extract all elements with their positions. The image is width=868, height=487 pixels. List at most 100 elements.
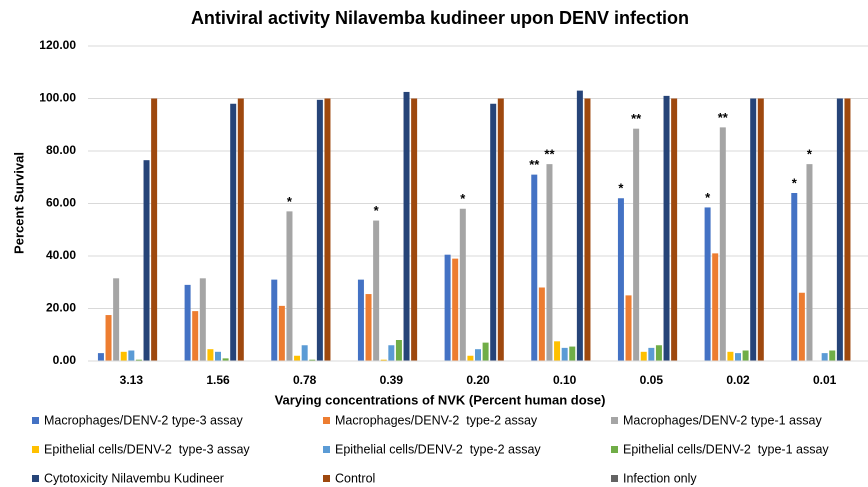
bar — [742, 350, 749, 361]
bar — [357, 279, 364, 361]
bar — [584, 98, 591, 361]
bar — [490, 103, 497, 361]
bar — [663, 95, 670, 361]
bar — [704, 207, 711, 361]
bar — [215, 351, 221, 361]
bar — [222, 358, 229, 361]
annotation: * — [374, 203, 380, 218]
y-tick-label: 100.00 — [39, 91, 76, 105]
x-tick-label: 0.20 — [466, 373, 490, 387]
x-tick-label: 0.10 — [553, 373, 577, 387]
bar — [97, 353, 104, 361]
bar — [184, 284, 191, 361]
annotation: ** — [631, 111, 642, 126]
legend-label: Control — [335, 471, 375, 485]
y-tick-label: 20.00 — [46, 301, 76, 315]
bar — [798, 292, 805, 361]
bar — [286, 211, 293, 361]
bar — [569, 346, 576, 361]
chart-title: Antiviral activity Nilavemba kudineer up… — [191, 8, 689, 28]
legend-swatch — [323, 446, 330, 453]
bar — [128, 350, 135, 361]
bar — [207, 349, 214, 361]
annotation: ** — [529, 157, 540, 172]
bar — [829, 350, 836, 361]
bar — [452, 258, 459, 361]
bar — [554, 341, 561, 361]
bar — [294, 355, 301, 361]
annotation: * — [287, 194, 293, 209]
legend-label: Epithelial cells/DENV-2 type-2 assay — [335, 442, 541, 456]
bar — [546, 164, 553, 361]
bar — [192, 311, 199, 361]
bar — [373, 220, 380, 361]
bar — [671, 98, 678, 361]
legend-swatch — [611, 446, 618, 453]
bar — [301, 345, 308, 361]
bar — [576, 90, 583, 361]
bar — [617, 198, 624, 361]
y-tick-label: 0.00 — [53, 353, 77, 367]
bar — [444, 254, 451, 361]
bar — [836, 98, 843, 361]
bar — [278, 305, 285, 361]
bar — [633, 128, 640, 361]
legend-swatch — [32, 446, 39, 453]
x-tick-label: 0.02 — [726, 373, 750, 387]
x-tick-label: 0.78 — [293, 373, 317, 387]
bar — [411, 98, 418, 361]
bar — [561, 347, 568, 361]
legend-swatch — [323, 417, 330, 424]
legend-label: Epithelial cells/DENV-2 type-1 assay — [623, 442, 829, 456]
bar — [727, 351, 734, 361]
bar — [735, 353, 741, 361]
bar — [365, 294, 372, 361]
bar — [497, 98, 504, 361]
annotation: * — [460, 191, 466, 206]
annotation: * — [792, 175, 798, 190]
legend-label: Macrophages/DENV-2 type-3 assay — [44, 413, 243, 427]
bar — [151, 98, 158, 361]
bar — [531, 174, 538, 361]
x-tick-label: 0.39 — [380, 373, 404, 387]
bar — [648, 347, 655, 361]
bar — [719, 127, 726, 361]
x-tick-label: 3.13 — [120, 373, 144, 387]
x-axis-title: Varying concentrations of NVK (Percent h… — [275, 392, 606, 407]
bar — [309, 359, 316, 361]
bar — [316, 99, 323, 361]
bar — [388, 345, 395, 361]
y-tick-label: 60.00 — [46, 196, 76, 210]
bar — [230, 103, 237, 361]
legend-swatch — [32, 417, 39, 424]
bar — [757, 98, 764, 361]
bar — [750, 98, 757, 361]
annotation: * — [807, 147, 813, 162]
bar — [821, 353, 828, 361]
x-tick-label: 0.05 — [640, 373, 664, 387]
bar — [791, 193, 798, 361]
legend-swatch — [323, 475, 330, 482]
legend-label: Macrophages/DENV-2 type-1 assay — [623, 413, 822, 427]
bar — [120, 351, 127, 361]
annotation: * — [618, 181, 624, 196]
y-tick-label: 120.00 — [39, 38, 76, 52]
bar — [105, 315, 112, 361]
bar — [459, 208, 466, 361]
bar — [467, 355, 474, 361]
bar — [806, 164, 813, 361]
legend-swatch — [32, 475, 39, 482]
bar — [403, 91, 410, 361]
y-axis-title: Percent Survival — [11, 152, 26, 254]
y-tick-label: 40.00 — [46, 248, 76, 262]
legend-label: Cytotoxicity Nilavembu Kudineer — [44, 471, 224, 485]
legend-label: Infection only — [623, 471, 697, 485]
annotation: ** — [718, 110, 729, 125]
bar — [143, 160, 150, 361]
annotation: * — [705, 190, 711, 205]
x-tick-label: 1.56 — [206, 373, 230, 387]
legend-label: Macrophages/DENV-2 type-2 assay — [335, 413, 538, 427]
bar — [395, 340, 402, 361]
bar — [625, 295, 632, 361]
